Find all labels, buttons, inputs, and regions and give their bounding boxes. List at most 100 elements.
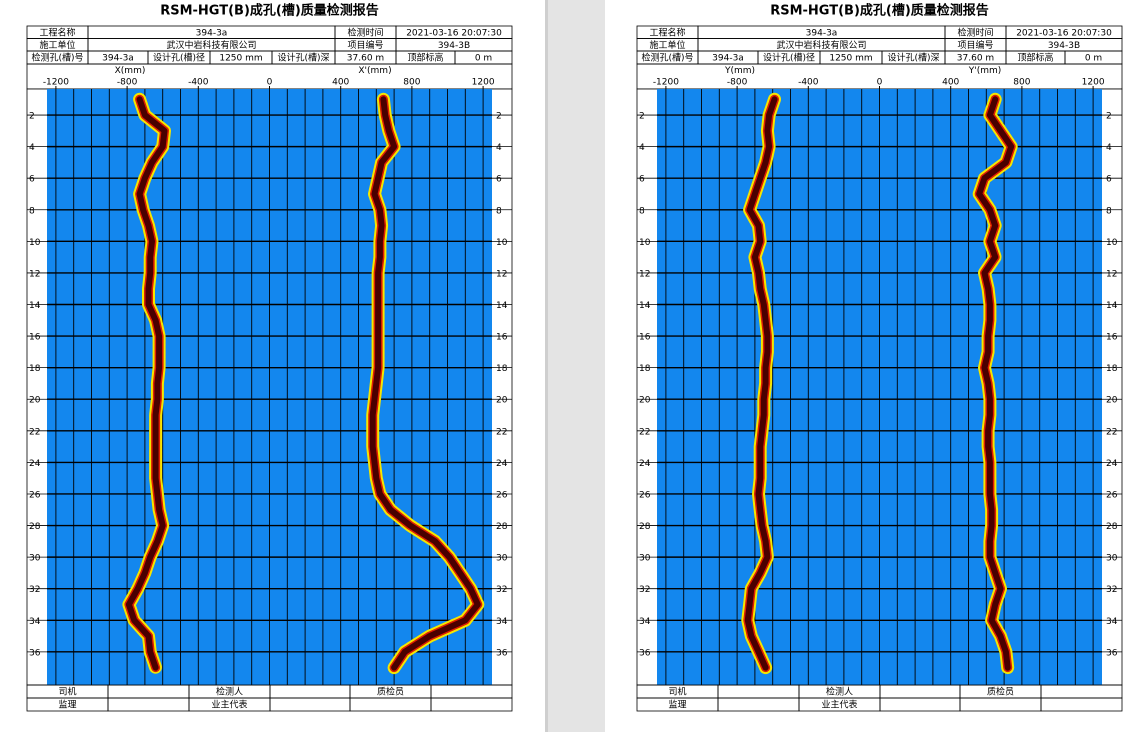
y-tick-label: 6 <box>496 175 502 185</box>
y-tick-label: 6 <box>639 175 645 185</box>
header-text: 394-3a <box>102 54 134 64</box>
y-tick-label: 24 <box>1106 459 1118 469</box>
y-tick-label: 16 <box>29 333 41 343</box>
x2-axis-label: X'(mm) <box>358 66 391 76</box>
y-tick-label: 30 <box>29 554 41 564</box>
header-text: 1250 mm <box>219 54 262 64</box>
header-text: 检测时间 <box>347 26 383 38</box>
header-text: 37.60 m <box>957 54 994 64</box>
y-tick-label: 8 <box>29 206 35 216</box>
header-text: 武汉中岩科技有限公司 <box>776 39 866 51</box>
y-tick-label: 36 <box>639 648 651 658</box>
header-text: 项目编号 <box>347 39 383 51</box>
y-tick-label: 4 <box>496 143 502 153</box>
y-tick-label: 28 <box>1106 522 1118 532</box>
footer-cell <box>1040 697 1123 712</box>
y-tick-label: 32 <box>496 585 507 595</box>
header-text: 0 m <box>475 54 492 64</box>
y-tick-label: 16 <box>639 333 651 343</box>
y-tick-label: 12 <box>639 269 650 279</box>
header-text: 工程名称 <box>39 26 75 38</box>
header-text: 2021-03-16 20:07:30 <box>406 28 502 38</box>
x-tick-label: 1200 <box>1082 78 1105 88</box>
footer-label: 检测人 <box>216 686 243 698</box>
y-tick-label: 36 <box>1106 648 1118 658</box>
y-tick-label: 30 <box>1106 554 1118 564</box>
y-tick-label: 10 <box>29 238 41 248</box>
header-text: 2021-03-16 20:07:30 <box>1016 28 1112 38</box>
x-tick-label: 0 <box>267 78 273 88</box>
x-tick-label: 0 <box>877 78 883 88</box>
trace <box>744 96 778 671</box>
x-tick-label: 400 <box>942 78 959 88</box>
y-tick-label: 34 <box>1106 617 1118 627</box>
header-text: 394-3a <box>196 28 228 38</box>
y-tick-label: 4 <box>639 143 645 153</box>
trace <box>125 96 168 671</box>
y-tick-label: 34 <box>496 617 508 627</box>
y-tick-label: 22 <box>639 427 650 437</box>
footer-label: 业主代表 <box>211 699 247 711</box>
page-gap <box>545 0 605 732</box>
y-tick-label: 10 <box>1106 238 1118 248</box>
y-tick-label: 12 <box>29 269 40 279</box>
footer-cell <box>269 684 351 699</box>
header-text: 394-3a <box>712 54 744 64</box>
y-tick-label: 16 <box>1106 333 1118 343</box>
y-tick-label: 12 <box>1106 269 1117 279</box>
y-tick-label: 20 <box>639 396 651 406</box>
footer-label: 检测人 <box>826 686 853 698</box>
x-axis-label: X(mm) <box>115 66 146 76</box>
y-tick-label: 2 <box>639 112 645 122</box>
footer-cell <box>717 697 800 712</box>
y-tick-label: 24 <box>639 459 651 469</box>
y-tick-label: 34 <box>639 617 651 627</box>
header-text: 394-3B <box>1048 41 1080 51</box>
y-tick-label: 30 <box>496 554 508 564</box>
y-tick-label: 4 <box>1106 143 1112 153</box>
y-tick-label: 8 <box>639 206 645 216</box>
header-text: 394-3B <box>438 41 470 51</box>
y-tick-label: 36 <box>496 648 508 658</box>
y-tick-label: 12 <box>496 269 507 279</box>
y-tick-label: 32 <box>29 585 40 595</box>
header-text: 设计孔(槽)径 <box>763 52 815 64</box>
y-tick-label: 26 <box>29 490 41 500</box>
header-text: 37.60 m <box>347 54 384 64</box>
header-text: 武汉中岩科技有限公司 <box>166 39 256 51</box>
y-tick-label: 20 <box>29 396 41 406</box>
y-tick-label: 18 <box>1106 364 1118 374</box>
footer-cell <box>959 697 1042 712</box>
y-tick-label: 26 <box>496 490 508 500</box>
y-tick-label: 28 <box>639 522 651 532</box>
header-text: 检测孔(槽)号 <box>31 52 83 64</box>
footer-cell <box>879 697 961 712</box>
x-tick-label: -800 <box>727 78 748 88</box>
x-tick-label: 800 <box>1013 78 1030 88</box>
footer-cell <box>107 684 190 699</box>
y-tick-label: 18 <box>29 364 41 374</box>
header-text: 设计孔(槽)深 <box>887 52 939 64</box>
header-text: 检测孔(槽)号 <box>641 52 693 64</box>
footer-cell <box>349 697 432 712</box>
y-tick-label: 14 <box>496 301 508 311</box>
x-tick-label: -800 <box>117 78 138 88</box>
y-tick-label: 8 <box>496 206 502 216</box>
header-text: 项目编号 <box>957 39 993 51</box>
y-tick-label: 16 <box>496 333 508 343</box>
footer-cell <box>430 684 513 699</box>
x-tick-label: -400 <box>798 78 819 88</box>
header-text: 设计孔(槽)径 <box>153 52 205 64</box>
y-tick-label: 6 <box>1106 175 1112 185</box>
y-tick-label: 2 <box>29 112 35 122</box>
y-tick-label: 6 <box>29 175 35 185</box>
y-tick-label: 20 <box>1106 396 1118 406</box>
x-tick-label: -1200 <box>653 78 679 88</box>
footer-label: 质检员 <box>377 686 404 698</box>
header-text: 施工单位 <box>39 39 75 51</box>
header-text: 工程名称 <box>649 26 685 38</box>
footer-label: 业主代表 <box>821 699 857 711</box>
report-title: RSM-HGT(B)成孔(槽)质量检测报告 <box>160 3 379 19</box>
header-text: 顶部标高 <box>1017 52 1053 64</box>
